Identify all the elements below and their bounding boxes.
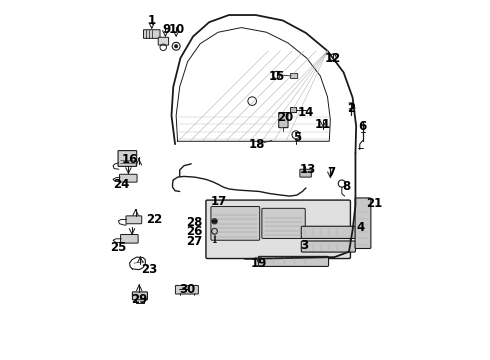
FancyBboxPatch shape xyxy=(300,169,311,177)
Text: 25: 25 xyxy=(111,241,127,254)
Circle shape xyxy=(212,219,217,224)
FancyBboxPatch shape xyxy=(120,174,137,182)
Text: 10: 10 xyxy=(169,23,185,36)
Text: 8: 8 xyxy=(343,180,351,193)
FancyBboxPatch shape xyxy=(279,113,288,128)
FancyBboxPatch shape xyxy=(121,234,138,243)
FancyBboxPatch shape xyxy=(301,226,355,238)
FancyBboxPatch shape xyxy=(258,256,329,266)
Text: 9: 9 xyxy=(162,23,170,36)
Text: 4: 4 xyxy=(356,221,365,234)
FancyBboxPatch shape xyxy=(118,150,137,166)
Text: 28: 28 xyxy=(186,216,202,229)
Text: 30: 30 xyxy=(179,283,196,296)
Text: 13: 13 xyxy=(299,163,316,176)
Text: 7: 7 xyxy=(327,166,335,179)
Text: 15: 15 xyxy=(269,69,286,82)
Text: 1: 1 xyxy=(147,14,156,27)
Text: 14: 14 xyxy=(298,106,314,119)
FancyBboxPatch shape xyxy=(144,30,160,39)
Text: 16: 16 xyxy=(122,153,138,166)
Text: 3: 3 xyxy=(300,239,308,252)
Text: 22: 22 xyxy=(147,213,163,226)
FancyBboxPatch shape xyxy=(291,73,298,78)
Text: 17: 17 xyxy=(211,195,227,208)
FancyBboxPatch shape xyxy=(211,207,260,240)
FancyBboxPatch shape xyxy=(301,241,355,252)
Text: 29: 29 xyxy=(131,293,147,306)
Text: 2: 2 xyxy=(347,102,355,115)
FancyBboxPatch shape xyxy=(132,292,147,300)
FancyBboxPatch shape xyxy=(262,208,305,238)
Text: 12: 12 xyxy=(325,51,341,64)
Text: 20: 20 xyxy=(277,111,294,124)
Circle shape xyxy=(174,44,178,48)
Text: 18: 18 xyxy=(248,138,265,151)
FancyBboxPatch shape xyxy=(158,37,169,45)
Text: 11: 11 xyxy=(315,118,331,131)
Text: 21: 21 xyxy=(366,197,382,210)
FancyBboxPatch shape xyxy=(175,285,198,294)
Text: 26: 26 xyxy=(186,225,202,238)
FancyBboxPatch shape xyxy=(291,108,296,113)
FancyBboxPatch shape xyxy=(206,200,350,258)
Text: 5: 5 xyxy=(293,131,301,144)
FancyBboxPatch shape xyxy=(126,216,142,224)
Text: 23: 23 xyxy=(141,263,157,276)
Text: 27: 27 xyxy=(186,235,202,248)
FancyBboxPatch shape xyxy=(355,198,371,248)
Text: 19: 19 xyxy=(250,257,267,270)
Text: 6: 6 xyxy=(359,121,367,134)
Text: 24: 24 xyxy=(113,178,129,191)
